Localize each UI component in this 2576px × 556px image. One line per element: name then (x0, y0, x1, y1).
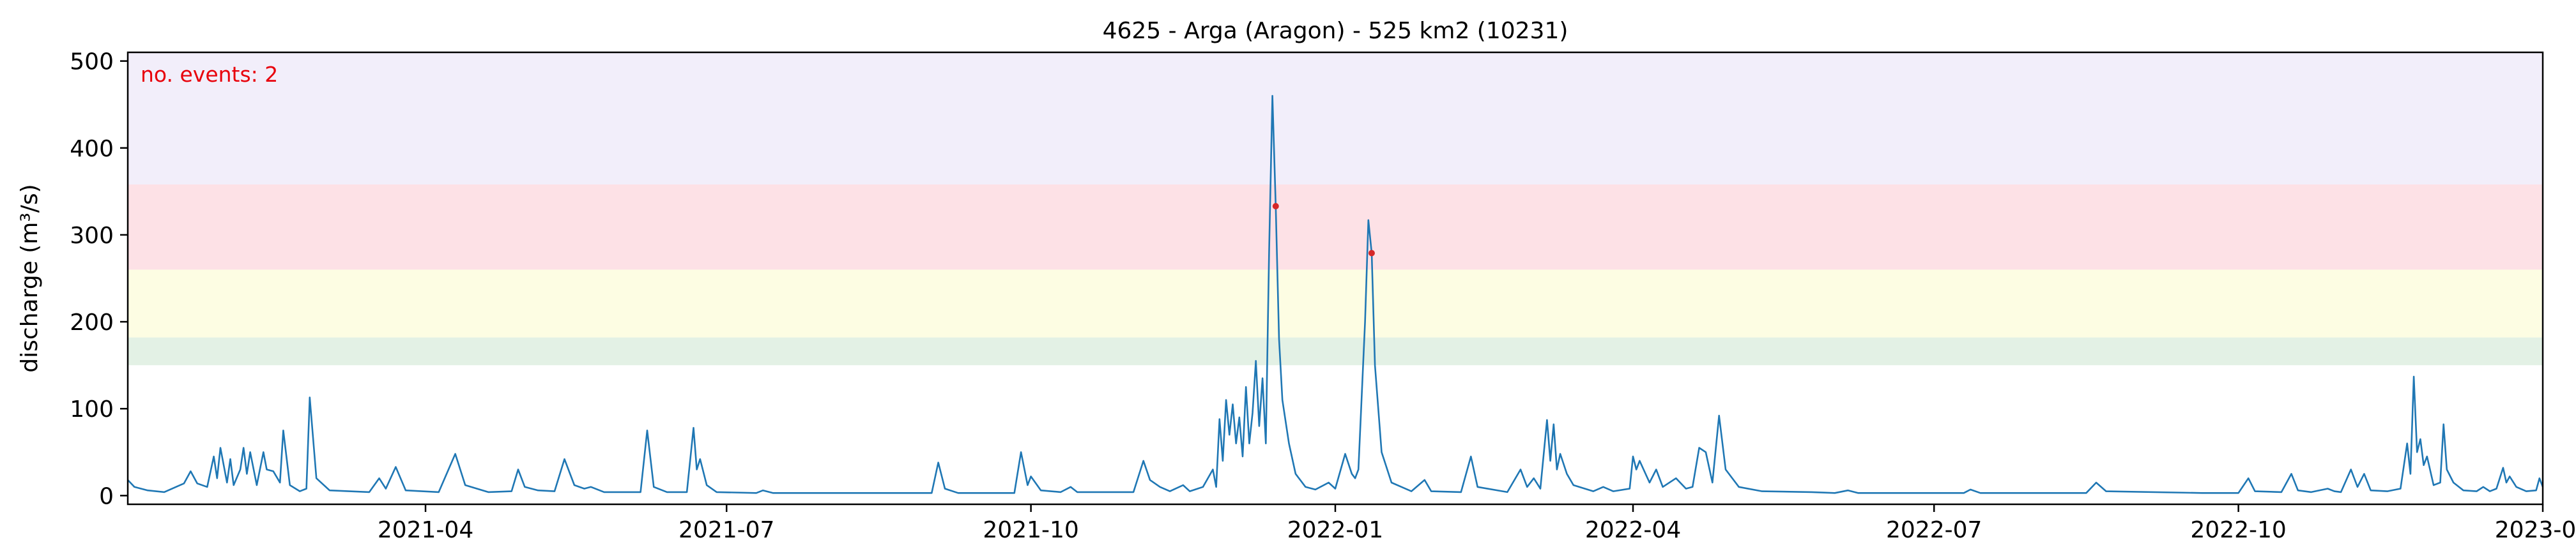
x-tick-label: 2022-10 (2190, 517, 2286, 543)
y-axis-label: discharge (m³/s) (17, 184, 43, 372)
x-tick-label: 2022-01 (1287, 517, 1383, 543)
event-count-annotation: no. events: 2 (141, 62, 278, 87)
chart-title: 4625 - Arga (Aragon) - 525 km2 (10231) (1103, 18, 1568, 44)
threshold-band-0 (128, 338, 2543, 366)
threshold-band-1 (128, 269, 2543, 337)
y-tick-label: 500 (70, 49, 114, 75)
event-marker-1 (1368, 250, 1375, 257)
y-tick-label: 400 (70, 136, 114, 162)
x-tick-label: 2022-07 (1886, 517, 1982, 543)
y-tick-label: 200 (70, 310, 114, 336)
y-tick-label: 0 (99, 483, 114, 509)
x-tick-label: 2021-04 (378, 517, 473, 543)
x-tick-label: 2021-10 (983, 517, 1078, 543)
x-tick-label: 2021-07 (678, 517, 774, 543)
x-tick-label: 2022-04 (1585, 517, 1681, 543)
threshold-bands (128, 52, 2543, 365)
x-tick-label: 2023-01 (2495, 517, 2576, 543)
y-tick-label: 300 (70, 223, 114, 249)
threshold-band-2 (128, 184, 2543, 269)
y-tick-label: 100 (70, 396, 114, 423)
threshold-band-3 (128, 52, 2543, 184)
event-marker-0 (1273, 203, 1279, 209)
